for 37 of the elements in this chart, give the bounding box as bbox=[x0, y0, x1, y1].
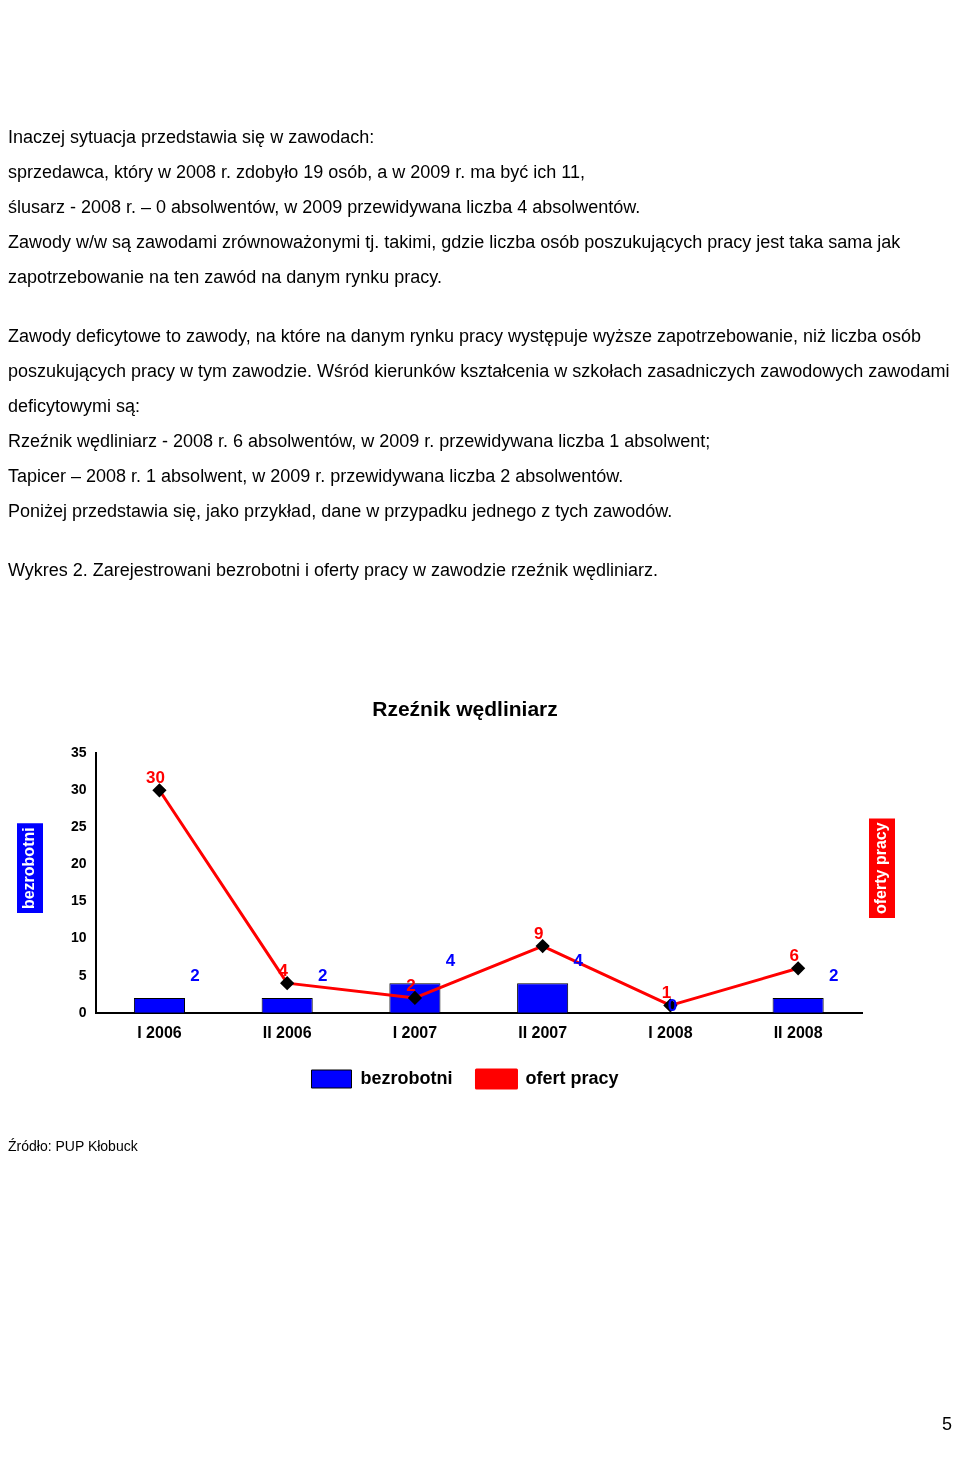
text: 5 bbox=[941, 1414, 952, 1435]
y-tick-label: 0 bbox=[78, 1003, 87, 1020]
text: sprzedawca, który w 2008 r. zdobyło 19 osób, a w 2009 r. ma być ich 11, bbox=[8, 161, 586, 184]
text: Zawody w/w są zawodami zrównoważonymi tj. takimi, gdzie liczba osób poszukujących pracy jest taka sama jak zapotrzebowanie na ten zawód na danym rynku pracy. bbox=[8, 231, 902, 289]
legend-label: ofert pracy bbox=[525, 1067, 619, 1088]
data-label: 4 bbox=[445, 950, 456, 970]
data-label: 6 bbox=[789, 945, 799, 965]
x-tick-label: I 2008 bbox=[648, 1023, 693, 1041]
y2-axis-title: oferty pracy bbox=[872, 822, 890, 914]
text: ślusarz - 2008 r. – 0 absolwentów, w 2009 przewidywana liczba 4 absolwentów. bbox=[8, 196, 642, 219]
x-tick-label: II 2006 bbox=[262, 1023, 312, 1041]
y-tick-label: 35 bbox=[70, 744, 87, 761]
data-label: 30 bbox=[145, 767, 165, 787]
y-tick-label: 25 bbox=[70, 818, 87, 835]
text: Zawody deficytowe to zawody, na które na danym rynku pracy występuje wyższe zapotrzebowanie, niż liczba osób poszukujących pracy w tym zawodzie. Wśród kierunków kształcenia w szkołach zasadniczych zawodowych zawodami deficytowymi są: bbox=[8, 325, 951, 418]
data-label: 2 bbox=[190, 965, 200, 985]
data-label: 2 bbox=[828, 965, 839, 985]
legend-label: bezrobotni bbox=[360, 1067, 453, 1088]
y-tick-label: 5 bbox=[78, 966, 87, 983]
text: Wykres 2. Zarejestrowani bezrobotni i oferty pracy w zawodzie rzeźnik wędliniarz. bbox=[8, 559, 660, 582]
x-tick-label: II 2007 bbox=[518, 1023, 568, 1041]
text: Rzeźnik wędliniarz - 2008 r. 6 absolwentów, w 2009 r. przewidywana liczba 1 absolwent; bbox=[8, 430, 712, 453]
y-tick-label: 15 bbox=[70, 892, 87, 909]
data-label: 2 bbox=[317, 965, 328, 985]
text: Tapicer – 2008 r. 1 absolwent, w 2009 r. przewidywana liczba 2 absolwentów. bbox=[8, 465, 625, 488]
x-tick-label: II 2008 bbox=[773, 1023, 823, 1041]
y-axis-title: bezrobotni bbox=[20, 827, 38, 910]
data-label: 9 bbox=[533, 923, 544, 943]
x-tick-label: I 2007 bbox=[392, 1023, 438, 1041]
x-tick-label: I 2006 bbox=[137, 1023, 182, 1041]
y-tick-label: 20 bbox=[70, 855, 87, 872]
text: Źródło: PUP Kłobuck bbox=[8, 1138, 139, 1154]
y-tick-label: 10 bbox=[70, 929, 87, 946]
text: Poniżej przedstawia się, jako przykład, dane w przypadku jednego z tych zawodów. bbox=[8, 500, 674, 523]
y-tick-label: 30 bbox=[70, 781, 87, 798]
chart-title: Rzeźnik wędliniarz bbox=[372, 697, 558, 721]
text: Inaczej sytuacja przedstawia się w zawodach: bbox=[8, 126, 376, 149]
